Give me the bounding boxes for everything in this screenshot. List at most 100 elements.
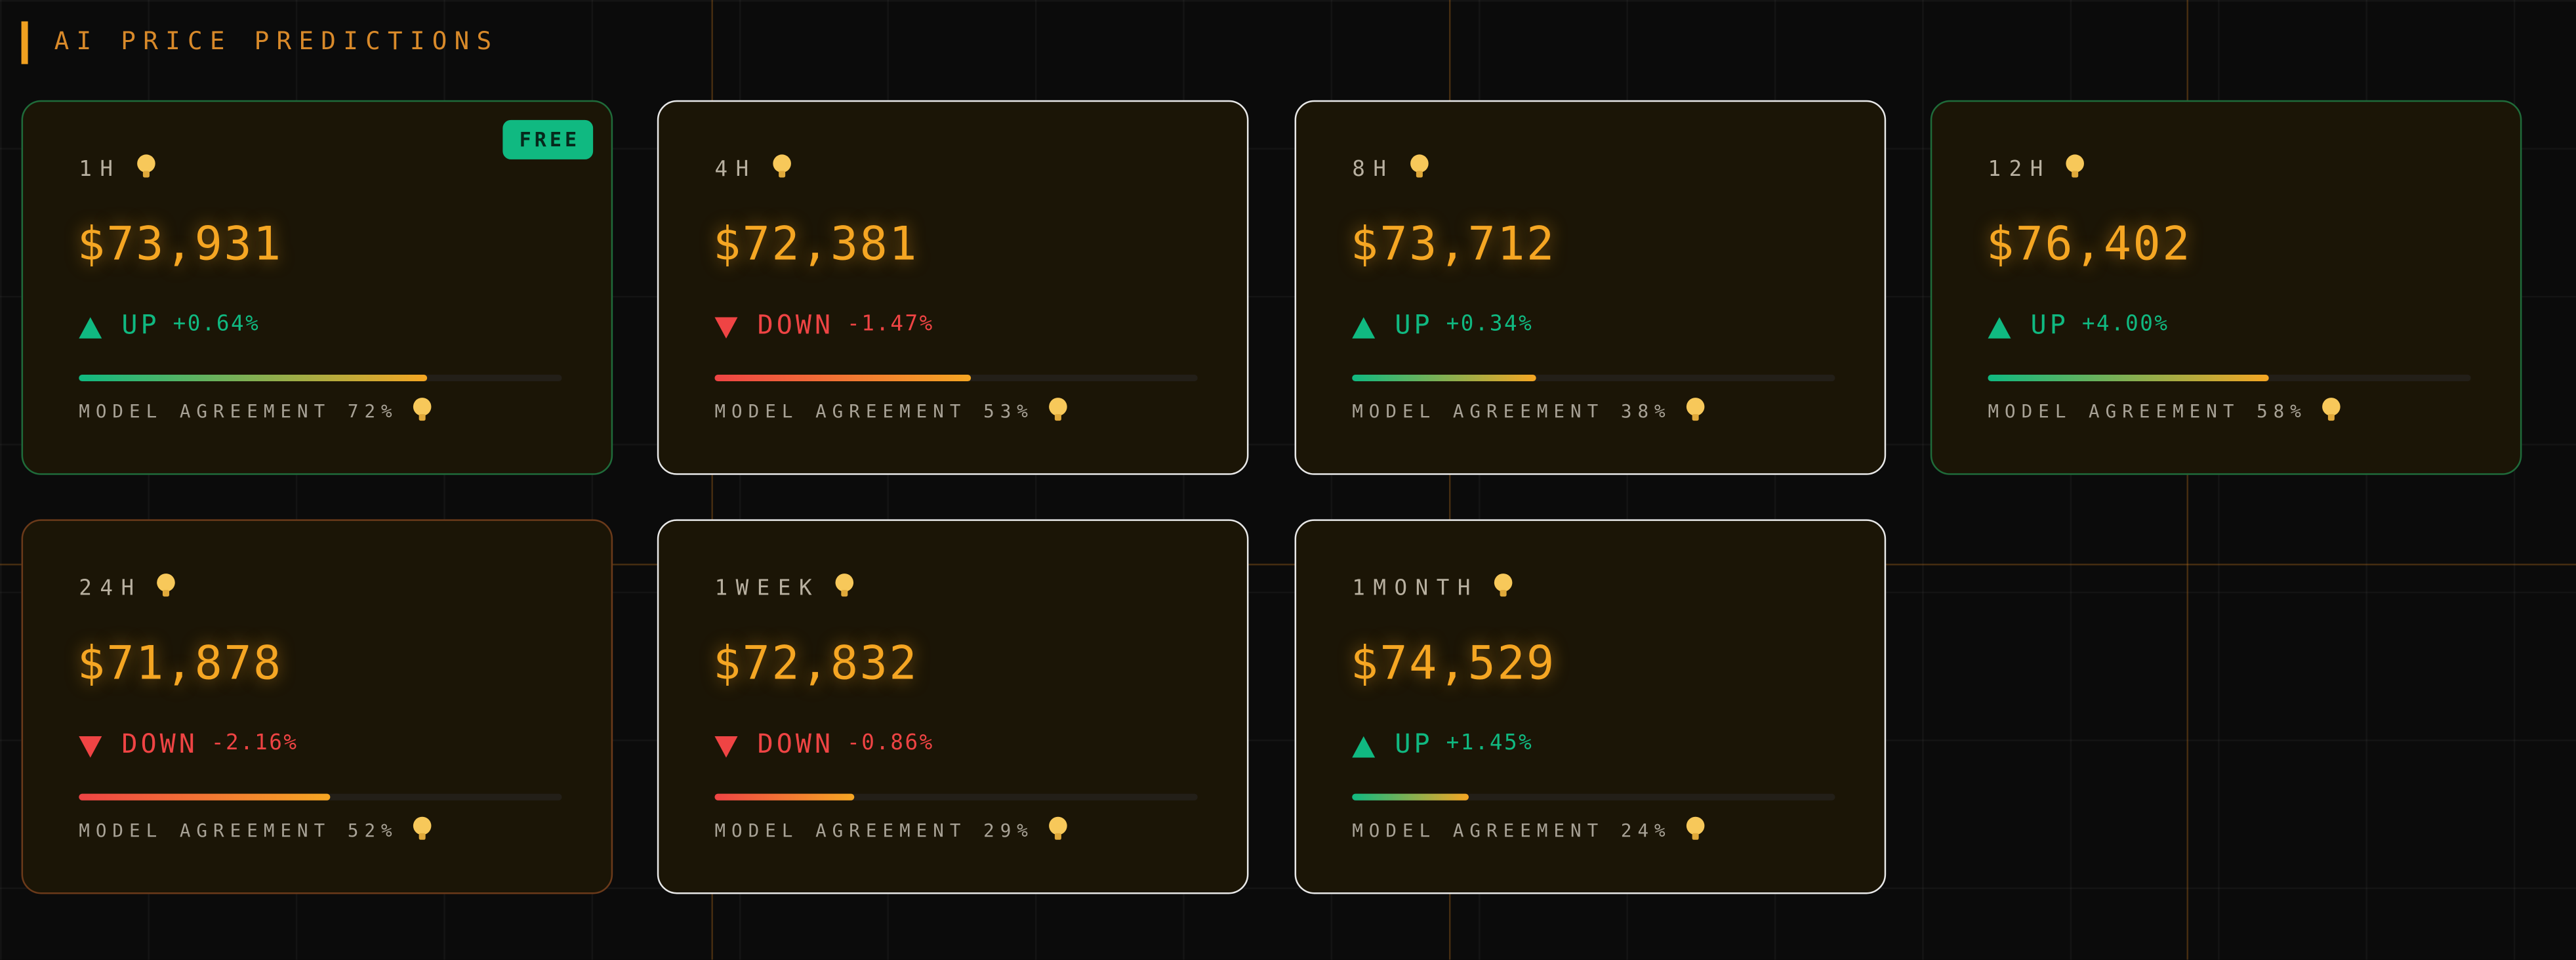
bulb-base: [841, 590, 848, 597]
price: $76,402: [1986, 217, 2192, 272]
direction-arrow: [1352, 317, 1376, 339]
bulb-base: [1055, 414, 1062, 421]
bulb-base: [1692, 414, 1700, 421]
bulb-icon: [772, 154, 791, 178]
prediction-card: 1H FREE $73,931 UP +0.64% MODEL AGREEMENT 72%: [21, 100, 613, 475]
change: -0.86%: [847, 731, 934, 757]
agreement-label: MODEL AGREEMENT 53%: [714, 401, 1034, 423]
price: $71,878: [77, 636, 283, 690]
direction: DOWN: [121, 728, 198, 760]
bulb-icon: [2066, 154, 2085, 178]
bulb-icon: [1049, 816, 1068, 840]
price: $74,529: [1350, 636, 1556, 690]
direction-arrow: [79, 317, 102, 339]
agreement-bar: [1352, 793, 1468, 801]
prediction-card: 1MONTH $74,529 UP +1.45% MODEL AGREEMENT 24%: [1294, 519, 1887, 894]
arrow-shape: [1352, 736, 1376, 758]
timeframe: 12H: [1988, 157, 2051, 182]
direction: UP: [121, 308, 160, 341]
direction: UP: [1395, 728, 1433, 760]
arrow-shape: [1988, 317, 2011, 339]
agreement-track: [79, 375, 562, 382]
arrow-shape: [79, 317, 102, 339]
bulb-base: [2072, 171, 2079, 178]
bulb-glass: [2322, 398, 2341, 416]
change: -1.47%: [847, 312, 934, 337]
price: $73,712: [1350, 217, 1556, 272]
bulb-base: [1415, 171, 1422, 178]
bulb-base: [142, 171, 150, 178]
direction: UP: [1395, 308, 1433, 341]
timeframe: 8H: [1352, 157, 1395, 182]
bulb-icon: [413, 816, 432, 840]
agreement-track: [714, 375, 1198, 382]
agreement-track: [1988, 375, 2471, 382]
agreement-bar: [1988, 375, 2268, 382]
agreement-bar: [79, 793, 331, 801]
page-title: AI PRICE PREDICTIONS: [54, 26, 499, 56]
agreement-bar: [714, 793, 855, 801]
change: +0.34%: [1446, 312, 1534, 337]
bulb-glass: [157, 574, 176, 592]
bulb-icon: [136, 154, 155, 178]
bulb-glass: [2066, 154, 2085, 173]
change: +1.45%: [1446, 731, 1534, 757]
agreement-label: MODEL AGREEMENT 52%: [79, 820, 398, 842]
agreement-track: [1352, 793, 1835, 801]
bulb-glass: [1049, 816, 1068, 835]
prediction-card: 4H $72,381 DOWN -1.47% MODEL AGREEMENT 53%: [657, 100, 1249, 475]
grid-line: [1448, 0, 1451, 960]
agreement-label: MODEL AGREEMENT 58%: [1988, 401, 2307, 423]
bulb-glass: [1049, 398, 1068, 416]
bulb-glass: [136, 154, 155, 173]
bulb-glass: [1410, 154, 1428, 173]
bulb-icon: [413, 398, 432, 421]
direction: DOWN: [757, 308, 834, 341]
timeframe: 1WEEK: [714, 577, 821, 602]
agreement-track: [714, 793, 1198, 801]
bulb-icon: [1687, 398, 1705, 421]
bulb-base: [1692, 833, 1700, 840]
bulb-icon: [157, 574, 176, 597]
bulb-base: [1500, 590, 1507, 597]
prediction-card: 12H $76,402 UP +4.00% MODEL AGREEMENT 58%: [1930, 100, 2522, 475]
bulb-base: [2328, 414, 2335, 421]
change: -2.16%: [211, 731, 298, 757]
prediction-card: 8H $73,712 UP +0.34% MODEL AGREEMENT 38%: [1294, 100, 1887, 475]
bulb-base: [1055, 833, 1062, 840]
timeframe: 1H: [79, 157, 121, 182]
direction: UP: [2030, 308, 2069, 341]
bulb-glass: [1687, 816, 1705, 835]
price: $72,832: [712, 636, 919, 690]
agreement-track: [79, 793, 562, 801]
direction-arrow: [714, 317, 738, 339]
timeframe: 1MONTH: [1352, 577, 1479, 602]
arrow-shape: [1352, 317, 1376, 339]
grid-line: [0, 564, 2576, 566]
grid-line: [2186, 0, 2188, 960]
direction: DOWN: [757, 728, 834, 760]
bulb-icon: [1049, 398, 1068, 421]
agreement-bar: [79, 375, 427, 382]
agreement-track: [1352, 375, 1835, 382]
bulb-base: [419, 414, 426, 421]
bulb-glass: [413, 398, 432, 416]
bulb-glass: [413, 816, 432, 835]
bulb-icon: [835, 574, 854, 597]
timeframe: 24H: [79, 577, 142, 602]
bulb-icon: [1410, 154, 1428, 178]
bulb-base: [163, 590, 171, 597]
bulb-base: [419, 833, 426, 840]
bulb-icon: [1687, 816, 1705, 840]
direction-arrow: [1352, 736, 1376, 758]
agreement-bar: [1352, 375, 1536, 382]
agreement-label: MODEL AGREEMENT 29%: [714, 820, 1034, 842]
arrow-shape: [714, 317, 738, 339]
bulb-glass: [1687, 398, 1705, 416]
grid-line: [711, 0, 713, 960]
prediction-card: 24H $71,878 DOWN -2.16% MODEL AGREEMENT 52%: [21, 519, 613, 894]
agreement-bar: [714, 375, 971, 382]
agreement-label: MODEL AGREEMENT 38%: [1352, 401, 1671, 423]
